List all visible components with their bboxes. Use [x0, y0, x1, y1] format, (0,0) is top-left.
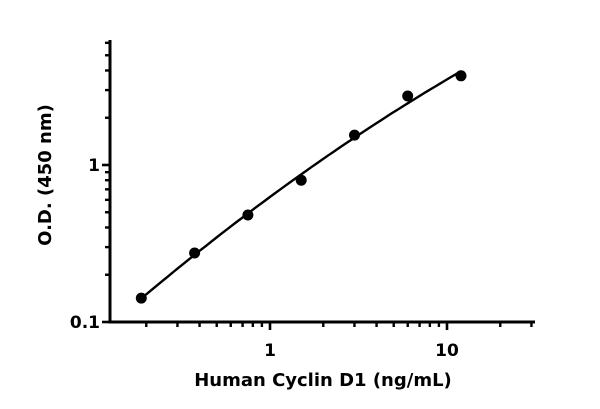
data-point: [455, 70, 467, 82]
y-axis-title: O.D. (450 nm): [35, 104, 56, 246]
y-axis: 0.11: [70, 40, 112, 333]
x-axis-title: Human Cyclin D1 (ng/mL): [194, 370, 452, 391]
x-axis: 1 10: [108, 320, 535, 361]
data-point: [349, 129, 360, 141]
data-points: [135, 70, 467, 304]
data-point: [402, 90, 414, 102]
data-point: [189, 247, 201, 259]
x-tick-label: 10: [435, 341, 459, 361]
data-point: [242, 209, 254, 221]
x-tick-label: 1: [264, 341, 276, 361]
y-tick-label: 0.1: [70, 313, 100, 333]
data-point: [295, 174, 307, 186]
data-point: [135, 292, 147, 304]
y-tick-label: 1: [88, 156, 100, 176]
